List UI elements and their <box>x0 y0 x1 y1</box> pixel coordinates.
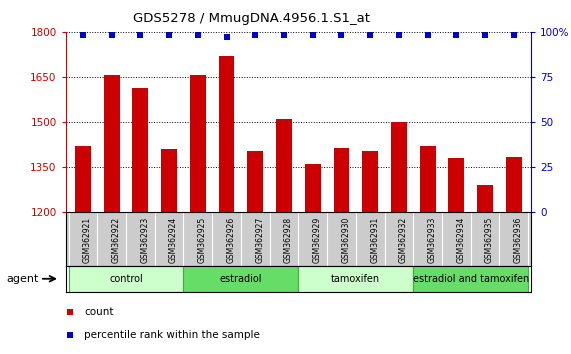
Text: GSM362922: GSM362922 <box>111 217 120 263</box>
Text: estradiol and tamoxifen: estradiol and tamoxifen <box>413 274 529 284</box>
Bar <box>190 75 206 354</box>
Bar <box>362 151 378 354</box>
Text: GSM362924: GSM362924 <box>169 217 178 263</box>
Text: GSM362931: GSM362931 <box>370 217 379 263</box>
Bar <box>183 266 298 292</box>
Text: GSM362930: GSM362930 <box>341 217 351 263</box>
Bar <box>413 266 528 292</box>
Bar <box>247 151 263 354</box>
Text: GDS5278 / MmugDNA.4956.1.S1_at: GDS5278 / MmugDNA.4956.1.S1_at <box>132 12 370 25</box>
Bar <box>420 146 436 354</box>
Text: GSM362921: GSM362921 <box>83 217 92 263</box>
Text: GSM362927: GSM362927 <box>255 217 264 263</box>
Bar <box>219 56 235 354</box>
Text: control: control <box>109 274 143 284</box>
Text: GSM362928: GSM362928 <box>284 217 293 263</box>
Bar <box>276 119 292 354</box>
Bar <box>104 75 119 354</box>
Bar <box>75 146 91 354</box>
Text: agent: agent <box>7 274 39 284</box>
Bar <box>161 149 177 354</box>
Text: GSM362932: GSM362932 <box>399 217 408 263</box>
Text: tamoxifen: tamoxifen <box>331 274 380 284</box>
Bar <box>506 157 522 354</box>
Bar <box>448 158 464 354</box>
Text: count: count <box>85 307 114 318</box>
Text: GSM362934: GSM362934 <box>456 217 465 263</box>
Text: GSM362925: GSM362925 <box>198 217 207 263</box>
Bar <box>132 87 148 354</box>
Bar <box>391 122 407 354</box>
Text: estradiol: estradiol <box>220 274 262 284</box>
Bar <box>333 148 349 354</box>
Text: GSM362933: GSM362933 <box>428 217 437 263</box>
Bar <box>477 185 493 354</box>
Text: GSM362929: GSM362929 <box>313 217 321 263</box>
Text: GSM362926: GSM362926 <box>227 217 235 263</box>
Text: percentile rank within the sample: percentile rank within the sample <box>85 330 260 341</box>
Text: GSM362923: GSM362923 <box>140 217 150 263</box>
Bar <box>305 164 320 354</box>
Text: GSM362935: GSM362935 <box>485 217 494 263</box>
Bar <box>298 266 413 292</box>
Text: GSM362936: GSM362936 <box>514 217 523 263</box>
Bar <box>69 266 183 292</box>
